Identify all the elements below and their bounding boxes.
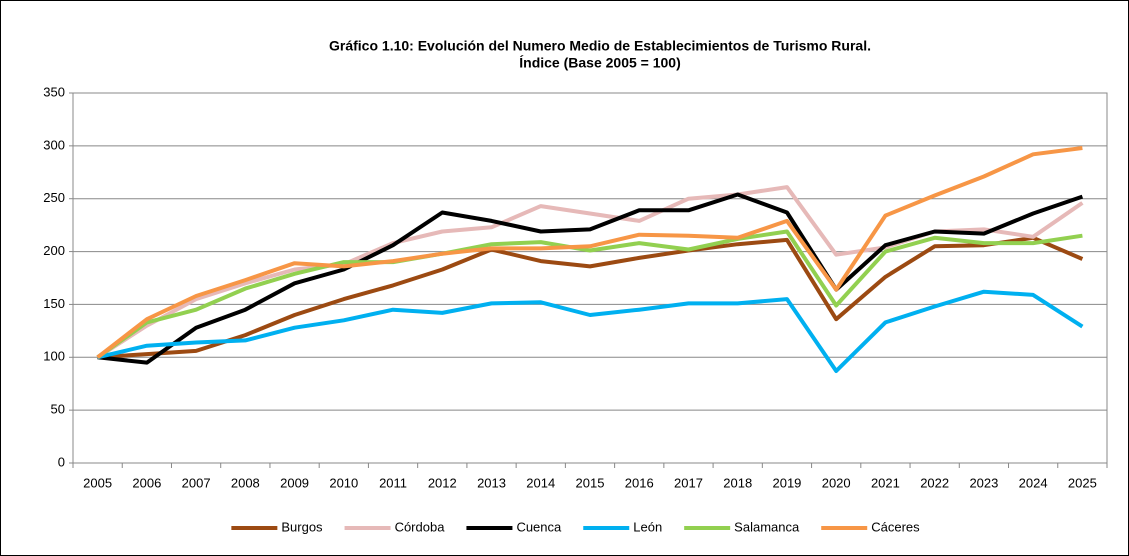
y-tick-label: 0 xyxy=(58,454,65,469)
legend-label: Cáceres xyxy=(871,519,920,534)
y-tick-label: 50 xyxy=(51,402,65,417)
legend-label: Salamanca xyxy=(734,519,800,534)
plot-border xyxy=(72,92,1108,464)
y-tick-label: 200 xyxy=(43,243,65,258)
chart-title: Gráfico 1.10: Evolución del Numero Medio… xyxy=(329,38,871,54)
x-tick-label: 2017 xyxy=(674,475,703,490)
x-tick-label: 2025 xyxy=(1068,475,1097,490)
x-tick-label: 2022 xyxy=(920,475,949,490)
legend-label: Cuenca xyxy=(516,519,562,534)
x-tick-label: 2023 xyxy=(969,475,998,490)
x-tick-label: 2009 xyxy=(280,475,309,490)
x-tick-label: 2005 xyxy=(83,475,112,490)
series-line xyxy=(97,192,1084,365)
x-tick-label: 2014 xyxy=(526,475,555,490)
y-tick-label: 350 xyxy=(43,84,65,99)
x-tick-label: 2007 xyxy=(182,475,211,490)
x-tick-label: 2011 xyxy=(379,475,407,490)
series-line xyxy=(96,229,1083,359)
legend-label: León xyxy=(633,519,662,534)
x-tick-label: 2010 xyxy=(329,475,358,490)
chart-subtitle: Índice (Base 2005 = 100) xyxy=(519,55,681,71)
legend-label: Córdoba xyxy=(395,519,446,534)
x-tick-label: 2008 xyxy=(231,475,260,490)
x-tick-label: 2024 xyxy=(1019,475,1048,490)
y-tick-label: 300 xyxy=(43,137,65,152)
x-tick-label: 2013 xyxy=(477,475,506,490)
x-tick-label: 2015 xyxy=(576,475,605,490)
x-tick-label: 2020 xyxy=(822,475,851,490)
x-tick-label: 2006 xyxy=(132,475,161,490)
y-tick-label: 250 xyxy=(43,190,65,205)
x-tick-label: 2021 xyxy=(871,475,900,490)
y-tick-label: 150 xyxy=(43,296,65,311)
x-tick-label: 2012 xyxy=(428,475,457,490)
x-tick-label: 2016 xyxy=(625,475,654,490)
legend-label: Burgos xyxy=(281,519,323,534)
x-tick-label: 2018 xyxy=(723,475,752,490)
y-tick-label: 100 xyxy=(43,349,65,364)
series-line xyxy=(97,235,1084,360)
x-tick-label: 2019 xyxy=(772,475,801,490)
series-line xyxy=(97,289,1084,373)
series-line xyxy=(96,146,1083,359)
